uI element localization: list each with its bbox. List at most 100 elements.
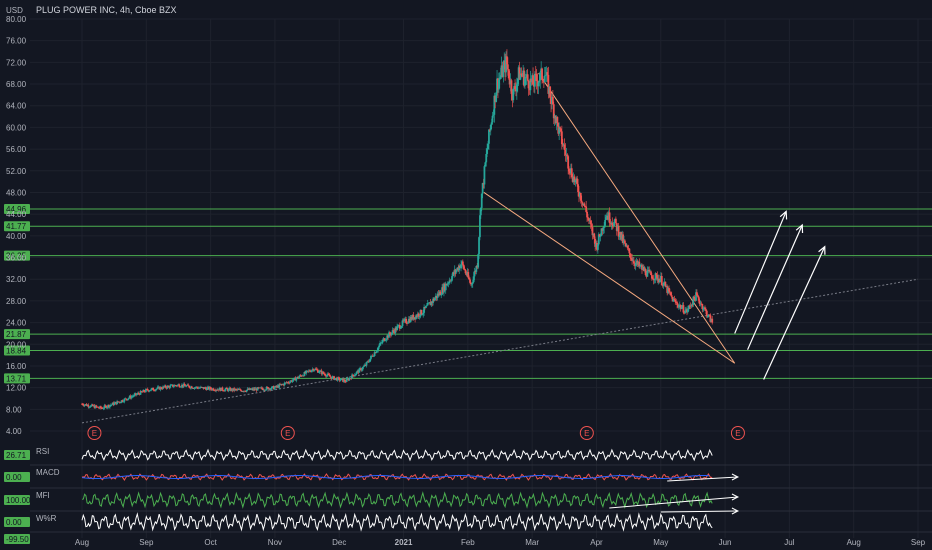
candle-body [395, 327, 398, 331]
candle-body [554, 115, 557, 124]
bottom-value-badge [4, 534, 30, 544]
candle-body [145, 389, 148, 390]
candle-body [474, 271, 477, 273]
candle-body [325, 375, 328, 377]
candle-body [186, 384, 189, 386]
candle-body [434, 298, 436, 301]
time-axis[interactable]: Aug Sep Oct Nov Dec 2021 Feb Mar Apr May Jun Jul Aug… [75, 538, 926, 547]
candle-body [583, 203, 586, 206]
candle-body [705, 309, 707, 311]
candle-body [515, 89, 517, 92]
divergence-arrow [667, 476, 738, 482]
price-axis[interactable]: 4.00 8.00 12.00 16.00 20.00 24.00 28.00 32.00 36… [6, 15, 27, 436]
candle-body [691, 304, 694, 306]
candle-body [478, 237, 480, 255]
candle-body [676, 302, 679, 306]
candle-body [336, 377, 339, 381]
y-tick-label: 68.00 [6, 80, 27, 89]
candle-body [190, 386, 193, 389]
candle-body [543, 75, 546, 83]
candle-body [632, 260, 634, 262]
arrow-shaft [763, 246, 826, 380]
candle-body [221, 387, 224, 391]
candle-body [465, 273, 468, 276]
indicator-value-label: 0.00 [6, 518, 22, 527]
candle-body [637, 261, 640, 265]
candle-body [631, 258, 633, 261]
candle-body [224, 389, 227, 391]
candle-body [334, 378, 336, 380]
candle-body [306, 370, 308, 372]
candle-body [150, 388, 153, 391]
candle-body [605, 217, 607, 221]
earnings-marker [280, 426, 295, 440]
candle-body [356, 370, 359, 372]
candle-body [515, 84, 518, 92]
y-tick-label: 48.00 [6, 188, 27, 197]
candle-body [177, 384, 180, 386]
candle-body [698, 300, 701, 304]
candle-body [354, 374, 357, 375]
candle-body [400, 325, 403, 328]
candle-body [83, 404, 86, 406]
candle-body [645, 275, 648, 277]
candle-body [280, 384, 282, 386]
candle-body [251, 388, 254, 390]
candle-body [480, 193, 483, 208]
candle-body [453, 269, 456, 275]
candle-body [84, 404, 87, 405]
candle-body [428, 302, 431, 304]
candle-body [551, 96, 553, 104]
y-tick-label: 24.00 [6, 319, 27, 328]
candle-body [213, 390, 216, 392]
candle-body [440, 294, 443, 296]
candle-body [328, 374, 331, 377]
candle-body [390, 332, 393, 336]
candle-body [596, 244, 599, 250]
candle-body [155, 388, 158, 390]
candle-body [527, 80, 530, 89]
level-label: 41.77 [6, 222, 27, 231]
candle-body [331, 376, 334, 379]
candle-body [689, 305, 692, 307]
candle-body [271, 386, 274, 387]
candle-body [140, 391, 143, 392]
candle-body [710, 318, 713, 322]
candle-body [667, 287, 670, 293]
candle-body [690, 304, 693, 307]
candle-body [344, 381, 347, 383]
candle-body [146, 389, 149, 391]
candle-body [467, 272, 470, 278]
candle-body [485, 153, 488, 163]
candle-body [329, 376, 332, 378]
candle-body [416, 315, 418, 317]
candle-body [256, 387, 259, 391]
candle-body [285, 382, 288, 384]
candle-body [389, 334, 392, 336]
candle-body [432, 298, 435, 303]
candle-body [298, 376, 300, 379]
candle-body [468, 277, 471, 280]
candle-body [139, 391, 142, 395]
candle-body [524, 77, 527, 79]
candle-body [343, 379, 345, 382]
y-tick-label: 44.00 [6, 210, 27, 219]
earnings-marker-label: E [735, 429, 740, 438]
candle-body [93, 405, 96, 409]
indicator-line-mfi [81, 491, 713, 509]
candle-body [481, 183, 484, 194]
candle-body [143, 390, 146, 392]
candle-body [389, 332, 391, 335]
candle-body [379, 343, 381, 346]
candle-body [119, 402, 122, 404]
candle-body [355, 371, 358, 375]
candle-body [695, 292, 697, 301]
earnings-marker [730, 426, 745, 440]
candle-body [294, 377, 297, 381]
candle-body [208, 386, 210, 390]
candle-body [193, 387, 196, 389]
candle-body [86, 404, 89, 406]
candle-body [545, 72, 548, 76]
